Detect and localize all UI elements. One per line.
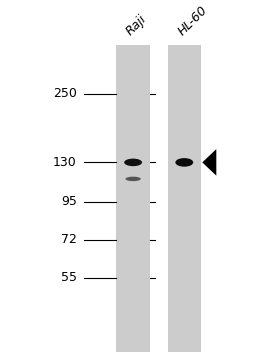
Ellipse shape (175, 158, 193, 167)
Text: 250: 250 (53, 87, 77, 100)
Text: 72: 72 (61, 233, 77, 246)
Text: Raji: Raji (124, 13, 150, 38)
Text: 55: 55 (61, 271, 77, 284)
Text: HL-60: HL-60 (175, 4, 210, 38)
Bar (116, 45, 150, 352)
Text: 130: 130 (53, 156, 77, 169)
Bar (168, 45, 201, 352)
Text: 95: 95 (61, 195, 77, 209)
Polygon shape (202, 149, 216, 176)
Ellipse shape (124, 159, 142, 166)
Ellipse shape (125, 177, 141, 181)
